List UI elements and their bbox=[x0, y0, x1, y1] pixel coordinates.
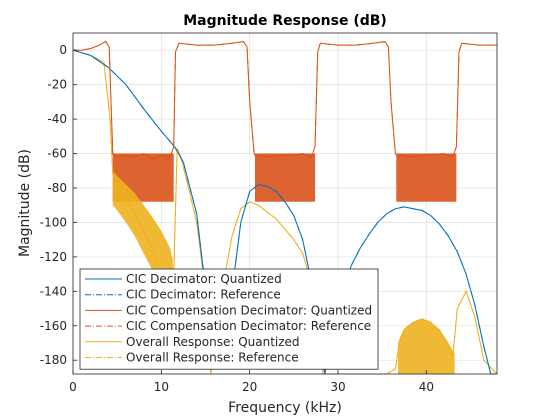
legend-label: Overall Response: Reference bbox=[126, 351, 299, 365]
y-tick-label: -140 bbox=[40, 284, 67, 298]
series-line-2 bbox=[73, 40, 497, 160]
y-tick-label: -160 bbox=[40, 319, 67, 333]
fill-region bbox=[112, 170, 173, 326]
y-tick-label: -120 bbox=[40, 250, 67, 264]
x-axis-label: Frequency (kHz) bbox=[228, 400, 342, 416]
x-tick-label: 30 bbox=[330, 380, 345, 394]
y-tick-label: -20 bbox=[47, 78, 67, 92]
fill-region bbox=[254, 153, 316, 202]
legend-label: CIC Compensation Decimator: Reference bbox=[126, 319, 371, 333]
chart-title: Magnitude Response (dB) bbox=[183, 13, 387, 29]
x-tick-label: 20 bbox=[242, 380, 257, 394]
series-line-5 bbox=[72, 49, 498, 375]
y-tick-label: -60 bbox=[47, 147, 67, 161]
legend-label: CIC Decimator: Quantized bbox=[126, 272, 282, 286]
y-tick-label: -100 bbox=[40, 215, 67, 229]
legend-label: Overall Response: Quantized bbox=[126, 335, 300, 349]
fill-region bbox=[396, 153, 457, 202]
x-tick-label: 10 bbox=[154, 380, 169, 394]
x-axis-ticks: 0 10 20 30 40 bbox=[69, 370, 434, 394]
y-axis-label: Magnitude (dB) bbox=[17, 149, 33, 257]
x-tick-label: 0 bbox=[69, 380, 77, 394]
legend-label: CIC Compensation Decimator: Quantized bbox=[126, 303, 372, 317]
y-tick-label: -80 bbox=[47, 181, 67, 195]
legend-box bbox=[79, 268, 379, 370]
series-line-3 bbox=[73, 40, 497, 160]
x-tick-label: 40 bbox=[419, 380, 434, 394]
plot-area-border bbox=[72, 32, 498, 375]
y-tick-label: -180 bbox=[40, 353, 67, 367]
y-tick-label: 0 bbox=[59, 43, 67, 57]
y-axis-ticks: 0 -20 -40 -60 -80 -100 -120 -140 -160 -180 bbox=[40, 43, 77, 367]
y-tick-label: -40 bbox=[47, 112, 67, 126]
legend-label: CIC Decimator: Reference bbox=[126, 288, 281, 302]
legend: CIC Decimator: Quantized CIC Decimator: R… bbox=[79, 268, 379, 370]
